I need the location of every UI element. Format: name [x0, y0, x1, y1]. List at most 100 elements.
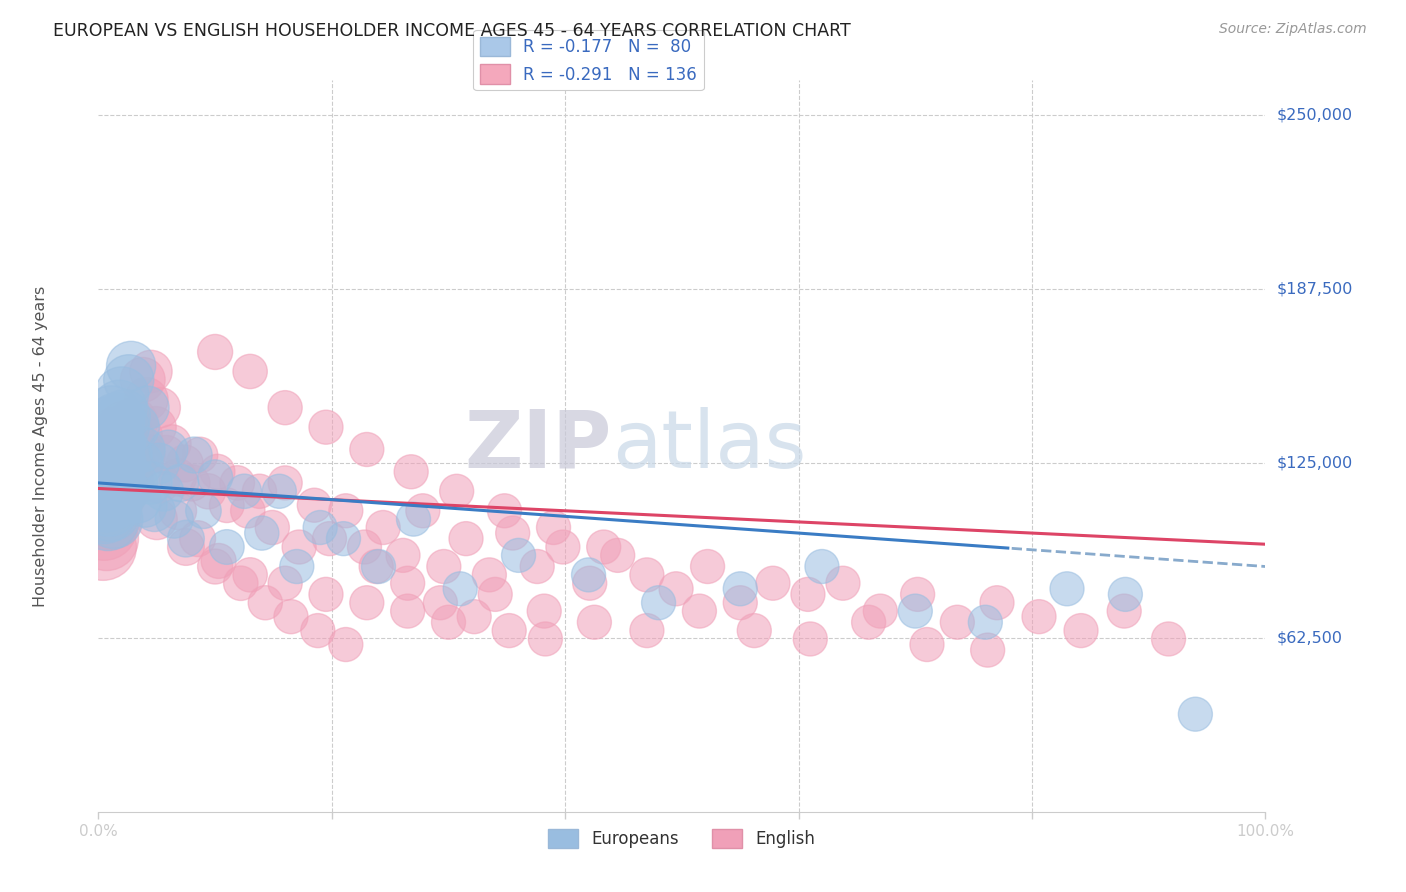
Point	[215, 498, 238, 512]
Point	[254, 596, 277, 610]
Point	[742, 624, 765, 638]
Point	[96, 428, 118, 442]
Point	[125, 420, 148, 434]
Point	[98, 484, 121, 499]
Point	[94, 504, 117, 518]
Text: ZIP: ZIP	[464, 407, 612, 485]
Point	[98, 504, 121, 518]
Point	[280, 609, 302, 624]
Point	[93, 520, 115, 534]
Point	[157, 442, 180, 457]
Point	[100, 409, 122, 423]
Point	[915, 638, 938, 652]
Point	[437, 615, 460, 630]
Point	[534, 632, 557, 646]
Point	[730, 596, 752, 610]
Point	[187, 532, 209, 546]
Point	[97, 492, 120, 507]
Point	[110, 484, 132, 499]
Point	[449, 582, 471, 596]
Point	[111, 437, 134, 451]
Point	[132, 442, 155, 457]
Point	[583, 615, 606, 630]
Point	[904, 604, 927, 618]
Point	[494, 504, 516, 518]
Point	[97, 475, 120, 490]
Point	[149, 401, 172, 415]
Point	[1114, 604, 1136, 618]
Point	[315, 587, 337, 601]
Point	[396, 576, 419, 591]
Point	[115, 448, 138, 462]
Point	[120, 457, 142, 471]
Point	[101, 448, 124, 462]
Point	[166, 470, 188, 484]
Point	[97, 475, 120, 490]
Point	[101, 457, 124, 471]
Point	[239, 567, 262, 582]
Point	[103, 470, 125, 484]
Point	[288, 540, 311, 554]
Point	[429, 596, 451, 610]
Point	[93, 484, 115, 499]
Point	[335, 504, 357, 518]
Point	[335, 638, 357, 652]
Point	[96, 457, 118, 471]
Point	[94, 470, 117, 484]
Point	[578, 567, 600, 582]
Point	[97, 512, 120, 526]
Point	[229, 576, 252, 591]
Point	[136, 401, 159, 415]
Point	[97, 448, 120, 462]
Point	[647, 596, 669, 610]
Point	[104, 484, 127, 499]
Point	[120, 359, 142, 373]
Point	[433, 559, 456, 574]
Point	[134, 498, 156, 512]
Point	[188, 448, 211, 462]
Point	[104, 415, 127, 429]
Point	[104, 465, 127, 479]
Point	[100, 448, 122, 462]
Point	[132, 373, 155, 387]
Point	[100, 504, 122, 518]
Point	[111, 420, 134, 434]
Point	[132, 448, 155, 462]
Point	[578, 576, 600, 591]
Point	[249, 484, 271, 499]
Point	[688, 604, 710, 618]
Point	[108, 401, 131, 415]
Point	[304, 498, 326, 512]
Point	[285, 559, 308, 574]
Point	[551, 540, 574, 554]
Point	[104, 465, 127, 479]
Point	[94, 442, 117, 457]
Point	[101, 484, 124, 499]
Point	[1184, 707, 1206, 722]
Point	[148, 475, 170, 490]
Point	[463, 609, 485, 624]
Point	[665, 582, 688, 596]
Point	[103, 512, 125, 526]
Point	[112, 420, 135, 434]
Point	[696, 559, 718, 574]
Point	[811, 559, 834, 574]
Point	[174, 532, 197, 546]
Point	[183, 448, 205, 462]
Point	[100, 465, 122, 479]
Point	[118, 475, 141, 490]
Point	[353, 540, 375, 554]
Point	[533, 604, 555, 618]
Point	[139, 475, 162, 490]
Text: $187,500: $187,500	[1277, 282, 1353, 297]
Point	[484, 587, 506, 601]
Point	[478, 567, 501, 582]
Point	[762, 576, 785, 591]
Point	[160, 437, 183, 451]
Point	[366, 559, 388, 574]
Point	[309, 520, 332, 534]
Point	[215, 540, 238, 554]
Point	[127, 492, 149, 507]
Point	[799, 632, 821, 646]
Point	[163, 512, 186, 526]
